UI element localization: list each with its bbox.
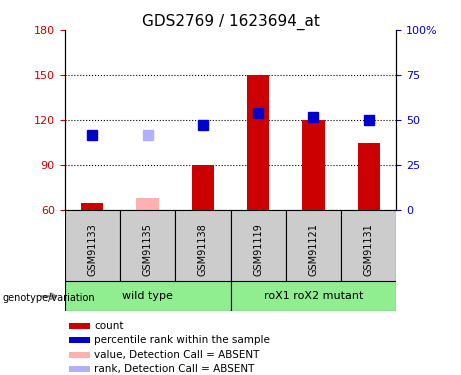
Bar [136,198,159,210]
Text: rank, Detection Call = ABSENT: rank, Detection Call = ABSENT [95,364,254,374]
Text: GSM91138: GSM91138 [198,223,208,276]
Text: wild type: wild type [122,291,173,301]
Bar [192,165,214,210]
Text: GSM91119: GSM91119 [253,223,263,276]
Bar [120,210,175,281]
Bar [247,75,269,210]
Bar [65,281,230,311]
Bar [341,210,396,281]
Bar [302,120,325,210]
Text: GSM91133: GSM91133 [87,223,97,276]
Bar [175,210,230,281]
Text: roX1 roX2 mutant: roX1 roX2 mutant [264,291,363,301]
Bar [69,352,90,358]
Bar [286,210,341,281]
Bar [69,323,90,329]
Bar [69,366,90,372]
Bar [230,210,286,281]
Bar [358,142,380,210]
Bar [65,210,120,281]
Bar [69,337,90,343]
Text: count: count [95,321,124,331]
Text: genotype/variation: genotype/variation [2,293,95,303]
Text: GSM91135: GSM91135 [142,223,153,276]
Bar [81,202,103,210]
Text: GSM91131: GSM91131 [364,223,374,276]
Text: value, Detection Call = ABSENT: value, Detection Call = ABSENT [95,350,260,360]
Title: GDS2769 / 1623694_at: GDS2769 / 1623694_at [142,14,319,30]
Text: GSM91121: GSM91121 [308,223,319,276]
Bar [230,281,396,311]
Text: percentile rank within the sample: percentile rank within the sample [95,335,270,345]
